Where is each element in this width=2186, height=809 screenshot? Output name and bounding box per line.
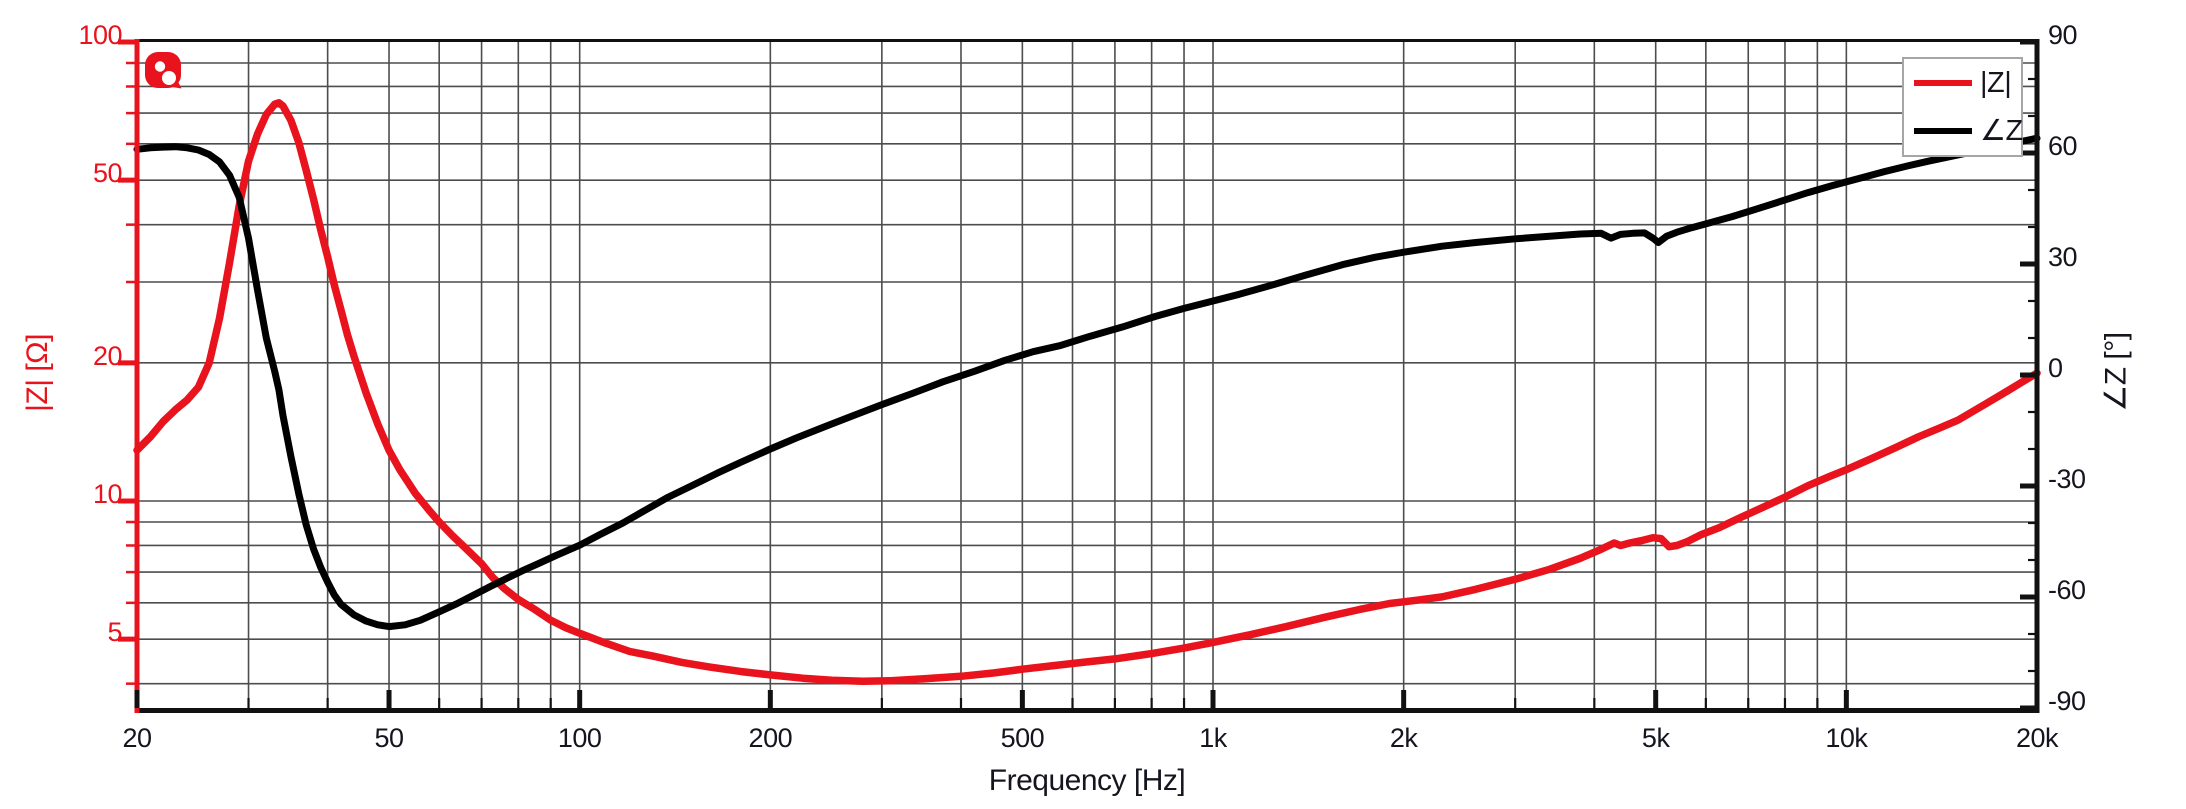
x-tick-label: 50 <box>375 723 404 753</box>
y-right-tick-label: -30 <box>2048 464 2086 494</box>
x-tick-label: 5k <box>1642 723 1671 753</box>
y-left-tick-label: 20 <box>93 341 122 371</box>
y-right-tick-label: 30 <box>2048 242 2077 272</box>
x-tick-label: 10k <box>1825 723 1868 753</box>
impedance-curve <box>133 99 2041 685</box>
red-blob-logo <box>145 52 182 89</box>
legend-label-phase: ∠Z <box>1980 114 2023 147</box>
phase-curve <box>133 134 2041 631</box>
logo-dot-large <box>162 71 176 85</box>
y-left-tick-label: 10 <box>93 479 122 509</box>
x-tick-label: 500 <box>1001 723 1045 753</box>
x-tick-label: 100 <box>558 723 602 753</box>
x-tick-label: 200 <box>749 723 793 753</box>
y-right-tick-label: 60 <box>2048 131 2077 161</box>
legend: |Z| ∠Z <box>1902 57 2023 157</box>
y-left-tick-label: 5 <box>107 617 122 647</box>
x-tick-label: 1k <box>1199 723 1228 753</box>
y-right-tick-label: 90 <box>2048 20 2077 50</box>
y-left-tick-label: 100 <box>78 20 122 50</box>
logo-dot-small <box>154 61 166 72</box>
y-right-tick-label: -90 <box>2048 686 2086 716</box>
impedance-line-swatch <box>1914 80 1972 86</box>
y-right-axis-title: ∠Z [°] <box>2099 332 2133 412</box>
y-right-tick-label: 0 <box>2048 353 2063 383</box>
legend-label-impedance: |Z| <box>1980 66 2012 99</box>
legend-item-impedance: |Z| <box>1904 66 2021 99</box>
x-axis-title: Frequency [Hz] <box>988 764 1186 797</box>
y-right-tick-label: -60 <box>2048 575 2086 605</box>
x-tick-label: 20 <box>122 723 151 753</box>
x-tick-label: 20k <box>2016 723 2059 753</box>
y-left-axis-title: |Z| [Ω] <box>21 334 54 412</box>
phase-line-swatch <box>1914 128 1972 134</box>
legend-item-phase: ∠Z <box>1904 114 2023 147</box>
x-tick-label: 2k <box>1390 723 1419 753</box>
y-left-tick-label: 50 <box>93 158 122 188</box>
